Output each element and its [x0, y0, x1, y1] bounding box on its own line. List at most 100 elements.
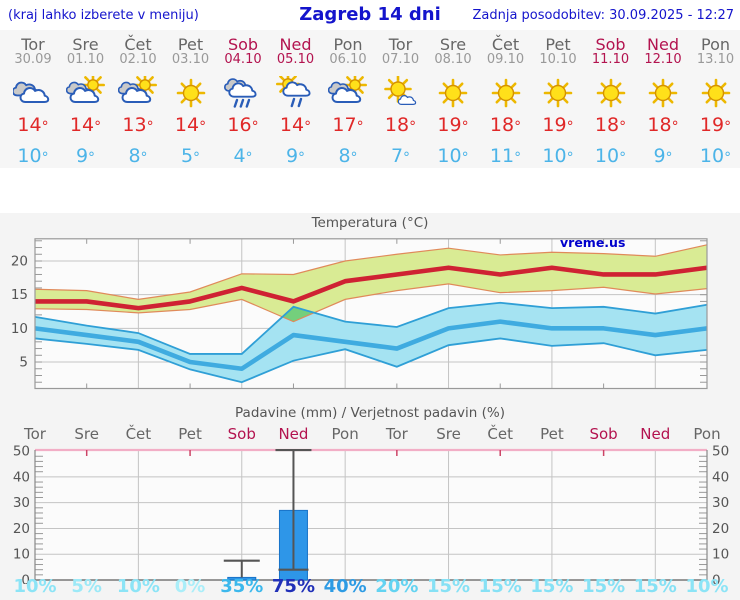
- precip-day-label: Pon: [331, 425, 359, 443]
- precip-day-label: Ned: [640, 425, 671, 443]
- forecast-day-30.09: Tor 30.09 14° 10°: [7, 30, 59, 168]
- day-date: 30.09: [14, 52, 52, 67]
- weather-icon: [375, 75, 427, 110]
- high-temperature: 13°: [122, 114, 154, 136]
- weather-icon: [690, 76, 740, 110]
- day-date: 13.10: [696, 52, 735, 67]
- last-update: Zadnja posodobitev: 30.09.2025 - 12:27: [472, 8, 734, 23]
- high-temperature: 14°: [69, 114, 102, 136]
- forecast-day-07.10: Tor 07.10 18° 7°: [375, 30, 427, 168]
- low-temperature: 10°: [699, 145, 732, 167]
- precipitation-probability: 15%: [478, 576, 522, 597]
- forecast-day-12.10: Ned 12.10 18° 9°: [637, 30, 689, 168]
- high-temperature: 18°: [384, 114, 417, 136]
- high-temperature: 18°: [647, 114, 679, 136]
- page-header: (kraj lahko izberete v meniju) Zagreb 14…: [0, 0, 740, 30]
- precip-day-label: Čet: [487, 425, 514, 443]
- high-temperature: 19°: [437, 114, 469, 136]
- precipitation-probability: 5%: [71, 576, 102, 597]
- day-date: 12.10: [644, 52, 682, 67]
- precip-day-label: Sre: [74, 425, 99, 443]
- high-temperature: 16°: [227, 114, 259, 136]
- sunny-icon: [491, 78, 520, 108]
- precipitation-probability: 10%: [116, 576, 160, 597]
- low-temperature: 10°: [17, 145, 49, 167]
- svg-text:30: 30: [13, 495, 30, 511]
- cloudy-icon: [11, 81, 50, 103]
- precipitation-chart-title: Padavine (mm) / Verjetnost padavin (%): [235, 405, 505, 421]
- svg-text:15: 15: [11, 287, 28, 303]
- svg-text:50: 50: [712, 444, 729, 460]
- low-temperature: 9°: [653, 145, 673, 167]
- day-name: Čet: [491, 35, 520, 54]
- svg-text:30: 30: [712, 495, 729, 511]
- forecast-day-05.10: Ned 05.10 14° 9°: [270, 30, 322, 168]
- precipitation-probability: 15%: [530, 576, 574, 597]
- precip-day-label: Sob: [227, 425, 256, 443]
- charts-section: Temperatura (°C) 5 10 15 20 vreme.us Padavin…: [0, 213, 740, 600]
- svg-text:5: 5: [19, 355, 28, 371]
- mostly-sunny-icon: [383, 75, 416, 105]
- svg-text:20: 20: [712, 521, 729, 537]
- day-date: 03.10: [171, 52, 210, 67]
- high-temperature: 14°: [279, 114, 312, 136]
- forecast-day-10.10: Pet 10.10 19° 10°: [532, 30, 584, 168]
- weather-icon: [480, 76, 532, 110]
- weather-icon: [165, 76, 217, 110]
- day-name: Pon: [333, 35, 363, 54]
- svg-text:0: 0: [21, 573, 30, 585]
- svg-text:20: 20: [13, 521, 30, 537]
- low-temperature: 10°: [594, 145, 627, 167]
- precipitation-probability: 20%: [375, 576, 419, 597]
- day-date: 01.10: [66, 52, 105, 67]
- day-date: 11.10: [591, 52, 630, 67]
- sunny-icon: [438, 78, 468, 108]
- weather-icon: [427, 76, 479, 110]
- precip-day-label: Pet: [178, 425, 202, 443]
- day-date: 10.10: [539, 52, 577, 67]
- temperature-chart-title: Temperatura (°C): [311, 215, 429, 231]
- precipitation-probability: 10%: [13, 576, 57, 597]
- forecast-day-06.10: Pon 06.10 17° 8°: [322, 30, 374, 168]
- precip-day-label: Ned: [278, 425, 309, 443]
- weather-icon: [637, 76, 689, 110]
- precipitation-probability: 15%: [633, 576, 677, 597]
- partly-sunny-icon: [117, 73, 158, 103]
- day-name: Pet: [545, 35, 571, 54]
- precip-day-label: Sre: [436, 425, 461, 443]
- weather-icon: [7, 76, 59, 110]
- weather-icon: [217, 76, 269, 110]
- low-temperature: 11°: [489, 145, 522, 167]
- low-temperature: 8°: [338, 145, 358, 167]
- forecast-day-02.10: Čet 02.10 13° 8°: [112, 30, 164, 168]
- day-date: 09.10: [486, 52, 525, 67]
- svg-text:40: 40: [712, 469, 729, 485]
- svg-text:10: 10: [13, 547, 30, 563]
- day-name: Tor: [21, 35, 45, 54]
- weather-icon: [532, 76, 584, 110]
- day-name: Ned: [279, 35, 312, 54]
- day-name: Sre: [72, 35, 99, 54]
- weather-icon: [112, 73, 164, 110]
- day-date: 02.10: [119, 52, 157, 67]
- svg-text:20: 20: [11, 254, 28, 270]
- partly-sunny-icon: [327, 73, 368, 103]
- low-temperature: 8°: [128, 145, 148, 167]
- day-name: Pet: [177, 35, 204, 54]
- day-date: 05.10: [276, 52, 315, 67]
- day-date: 04.10: [224, 52, 262, 67]
- precipitation-probability: 10%: [685, 576, 729, 597]
- day-name: Sob: [595, 35, 626, 54]
- precip-day-label: Pet: [540, 425, 564, 443]
- high-temperature: 18°: [594, 114, 627, 136]
- low-temperature: 4°: [233, 145, 253, 167]
- high-temperature: 14°: [17, 114, 49, 136]
- weather-icon: [270, 72, 322, 110]
- precip-day-label: Tor: [24, 425, 46, 443]
- day-date: 07.10: [381, 52, 420, 67]
- sunny-icon: [701, 78, 730, 108]
- forecast-day-13.10: Pon 13.10 19° 10°: [690, 30, 740, 168]
- svg-text:10: 10: [11, 321, 28, 337]
- weather-icon: [585, 76, 637, 110]
- day-name: Pon: [700, 35, 730, 54]
